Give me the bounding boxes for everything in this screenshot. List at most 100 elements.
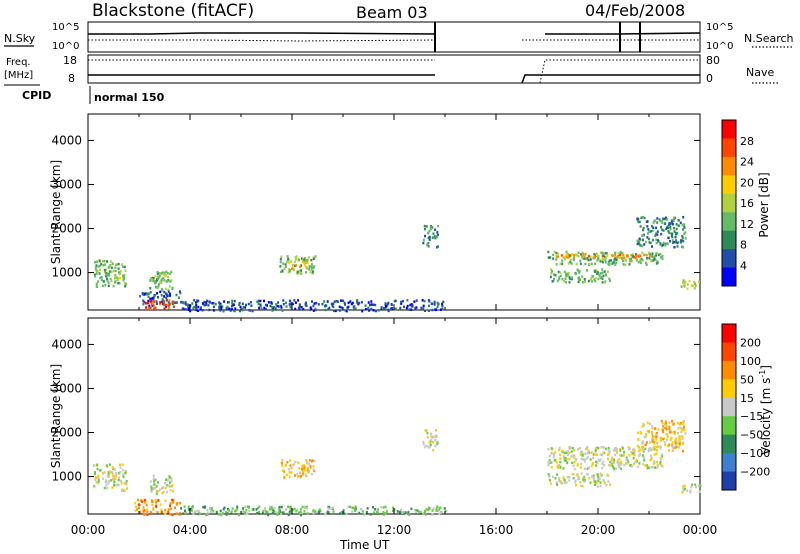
data-cell [233, 309, 236, 313]
data-cell [572, 477, 575, 480]
data-cell [659, 252, 662, 256]
data-cell [422, 511, 425, 515]
data-cell [642, 227, 645, 230]
data-cell [241, 308, 244, 312]
data-cell [119, 270, 122, 273]
data-cell [548, 459, 551, 462]
data-cell [298, 269, 301, 273]
data-cell [552, 452, 555, 456]
data-cell [351, 510, 354, 513]
data-cell [283, 476, 286, 479]
data-cell [153, 307, 155, 310]
data-cell [288, 471, 291, 474]
data-cell [671, 441, 674, 444]
data-cell [632, 451, 635, 455]
colorbar-segment [722, 324, 736, 343]
data-cell [271, 309, 274, 312]
data-cell [155, 300, 158, 303]
data-cell [686, 287, 689, 290]
power-data [93, 215, 700, 313]
data-cell [651, 224, 653, 228]
data-cell [421, 299, 424, 302]
data-cell [330, 302, 333, 306]
data-cell [161, 302, 164, 306]
data-cell [312, 468, 315, 471]
data-cell [436, 505, 439, 508]
data-cell [615, 258, 618, 262]
data-cell [571, 472, 574, 476]
data-cell [301, 258, 304, 261]
data-cell [304, 304, 307, 307]
data-cell [147, 295, 150, 298]
data-cell [614, 453, 617, 457]
data-cell [561, 259, 564, 262]
velocity-colorbar-label-sup: -1 [758, 370, 767, 378]
data-cell [121, 468, 124, 472]
data-cell [312, 257, 315, 261]
data-cell [117, 478, 120, 481]
data-cell [394, 299, 397, 303]
data-cell [239, 309, 241, 313]
data-cell [298, 467, 301, 470]
data-cell [602, 451, 605, 455]
data-cell [591, 280, 594, 283]
data-cell [636, 217, 639, 220]
data-cell [337, 300, 340, 303]
data-cell [570, 455, 573, 458]
data-cell [550, 272, 553, 275]
data-cell [299, 474, 302, 478]
data-cell [159, 280, 162, 283]
data-cell [569, 277, 572, 281]
data-cell [114, 263, 117, 266]
data-cell [601, 281, 604, 284]
data-cell [285, 508, 287, 512]
data-cell [94, 266, 97, 270]
data-cell [422, 241, 425, 245]
data-cell [289, 464, 292, 467]
data-cell [652, 238, 654, 242]
station-title: Blackstone (fitACF) [92, 1, 254, 21]
data-cell [618, 458, 621, 461]
data-cell [682, 484, 685, 488]
data-cell [649, 454, 652, 457]
data-cell [671, 223, 674, 226]
data-cell [681, 245, 684, 249]
data-cell [144, 302, 147, 305]
data-cell [552, 455, 555, 459]
data-cell [547, 250, 550, 254]
data-cell [153, 294, 156, 298]
data-cell [616, 450, 618, 454]
data-cell [594, 280, 597, 283]
data-cell [113, 468, 116, 471]
data-cell [675, 437, 678, 440]
data-cell [429, 506, 432, 510]
data-cell [143, 512, 145, 516]
data-cell [178, 290, 181, 293]
data-cell [631, 464, 633, 468]
data-cell [679, 441, 682, 444]
data-cell [160, 510, 163, 514]
data-cell [601, 275, 604, 279]
data-cell [558, 477, 561, 480]
data-cell [301, 467, 303, 471]
data-cell [636, 242, 639, 246]
data-cell [682, 442, 685, 445]
data-cell [698, 490, 701, 493]
data-cell [681, 490, 684, 494]
data-cell [342, 299, 345, 302]
data-cell [657, 253, 660, 257]
data-cell [110, 270, 113, 273]
data-cell [599, 481, 602, 484]
data-cell [399, 306, 402, 310]
data-cell [667, 230, 670, 233]
data-cell [161, 486, 163, 490]
colorbar-tick-label: −15 [740, 410, 763, 423]
data-cell [354, 307, 357, 310]
data-cell [550, 447, 553, 450]
data-cell [682, 228, 685, 231]
data-cell [189, 309, 192, 313]
x-tick-label: 20:00 [581, 523, 616, 537]
data-cell [118, 271, 121, 274]
data-cell [570, 262, 573, 265]
data-cell [684, 237, 687, 240]
